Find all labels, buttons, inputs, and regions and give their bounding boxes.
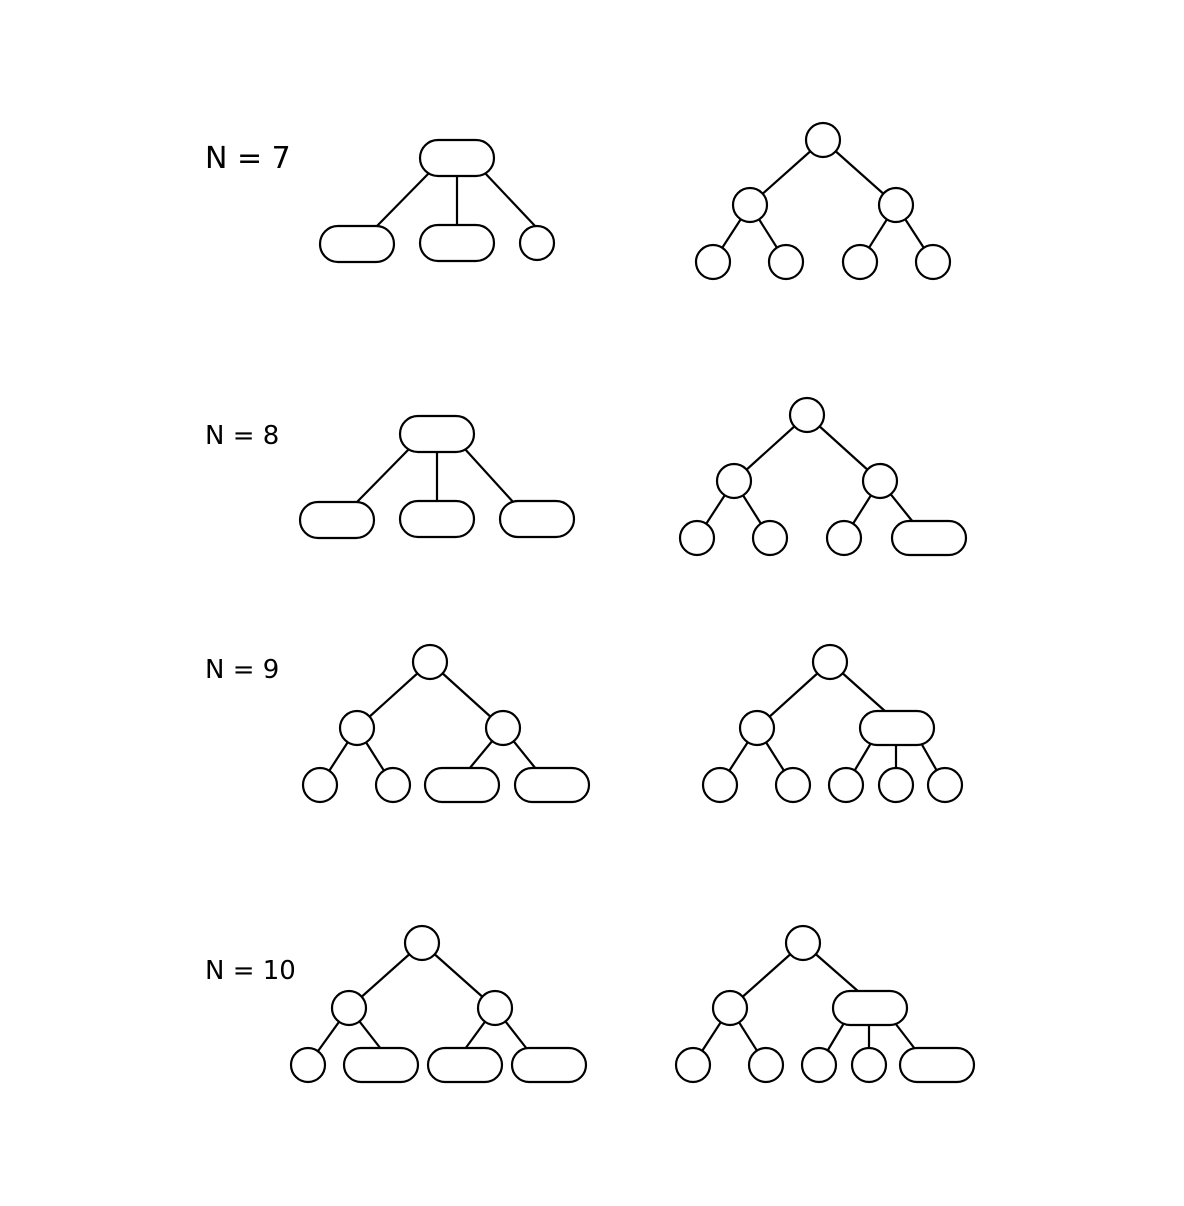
node-one-key (330, 989, 368, 1027)
node-two-key (831, 989, 909, 1027)
tree-n8-right (678, 396, 968, 557)
node-two-key (498, 499, 576, 539)
node-one-key (800, 1046, 838, 1084)
node-two-key (318, 224, 396, 264)
node-one-key (850, 1046, 888, 1084)
node-one-key (825, 519, 863, 557)
node-one-key (301, 766, 339, 804)
node-one-key (403, 924, 441, 962)
node-one-key (738, 709, 776, 747)
node-one-key (788, 396, 826, 434)
node-one-key (877, 186, 915, 224)
node-one-key (804, 121, 842, 159)
node-two-key (298, 500, 376, 540)
node-one-key (767, 243, 805, 281)
row-label-n10: N = 10 (205, 956, 296, 986)
node-one-key (674, 1046, 712, 1084)
node-one-key (701, 766, 739, 804)
node-one-key (774, 766, 812, 804)
node-one-key (877, 766, 915, 804)
node-one-key (476, 989, 514, 1027)
tree-n7-left (318, 138, 556, 264)
node-one-key (861, 462, 899, 500)
node-one-key (811, 643, 849, 681)
node-two-key (398, 414, 476, 454)
node-one-key (747, 1046, 785, 1084)
tree-n8-left (298, 414, 576, 540)
node-one-key (926, 766, 964, 804)
edge (463, 447, 515, 504)
tree-n9-left (301, 643, 591, 804)
node-one-key (289, 1046, 327, 1084)
node-one-key (827, 766, 865, 804)
node-two-key (418, 223, 496, 263)
node-one-key (711, 989, 749, 1027)
node-one-key (678, 519, 716, 557)
tree-n10-right (674, 924, 976, 1084)
tree-n10-left (289, 924, 588, 1084)
node-two-key (858, 709, 936, 747)
node-two-key (898, 1046, 976, 1084)
node-one-key (411, 643, 449, 681)
node-one-key (374, 766, 412, 804)
node-two-key (342, 1046, 420, 1084)
node-two-key (513, 766, 591, 804)
node-one-key (914, 243, 952, 281)
node-two-key (418, 138, 496, 178)
node-one-key (784, 924, 822, 962)
node-two-key (510, 1046, 588, 1084)
node-two-key (426, 1046, 504, 1084)
row-label-n9: N = 9 (205, 655, 279, 685)
node-two-key (398, 499, 476, 539)
node-one-key (518, 224, 556, 262)
tree-n7-right (694, 121, 952, 281)
row-label-n7: N = 7 (205, 141, 291, 176)
node-one-key (694, 243, 732, 281)
row-label-n8: N = 8 (205, 421, 279, 451)
tree-n9-right (701, 643, 964, 804)
node-one-key (715, 462, 753, 500)
edge (894, 1022, 916, 1050)
edge (355, 447, 411, 504)
node-two-key (890, 519, 968, 557)
node-one-key (731, 186, 769, 224)
node-two-key (423, 766, 501, 804)
edge (483, 171, 537, 228)
node-one-key (841, 243, 879, 281)
node-one-key (338, 709, 376, 747)
node-one-key (484, 709, 522, 747)
edge (375, 171, 431, 228)
node-one-key (751, 519, 789, 557)
